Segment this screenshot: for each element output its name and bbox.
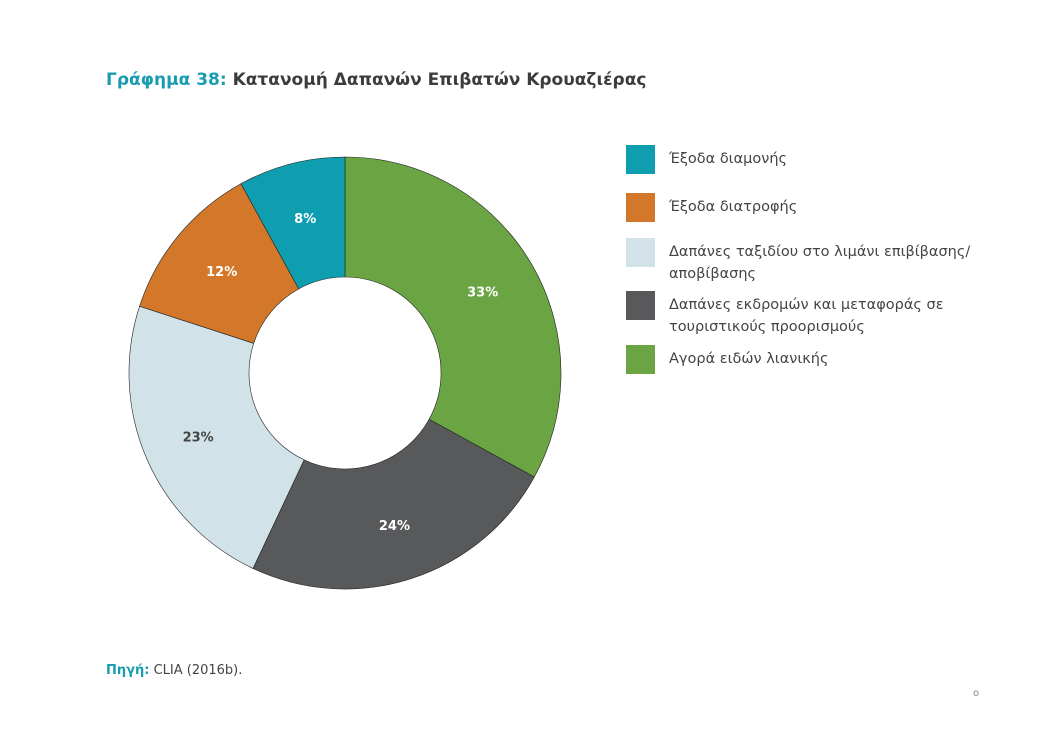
legend-label: Έξοδα διατροφής <box>669 199 798 215</box>
pie-slice-accommodation <box>240 156 346 290</box>
source-text: CLIA (2016b). <box>153 663 243 678</box>
legend-label: Δαπάνες εκδρομών και μεταφοράς σε τουρισ… <box>669 297 944 335</box>
legend-label: Έξοδα διαμονής <box>669 151 788 167</box>
source-prefix: Πηγή: <box>106 663 150 678</box>
pie-slice-food <box>139 183 300 344</box>
legend-swatch <box>626 238 655 267</box>
pie-slice-retail <box>344 156 562 478</box>
pie-slice-port-travel <box>128 305 305 569</box>
data-label-retail: 33% <box>467 286 498 301</box>
data-label-port-travel: 23% <box>183 431 214 446</box>
pie-slice-excursions <box>252 418 535 590</box>
legend-label: Δαπάνες ταξιδίου στο λιμάνι επιβίβασης/ … <box>669 244 971 282</box>
legend-swatch <box>626 291 655 320</box>
data-label-food: 12% <box>206 265 237 280</box>
source-note: Πηγή: CLIA (2016b). <box>106 663 242 678</box>
page-number: ο <box>973 688 980 699</box>
chart-title-text: Κατανομή Δαπανών Επιβατών Κρουαζιέρας <box>232 70 647 90</box>
legend-label: Αγορά ειδών λιανικής <box>669 351 829 367</box>
data-label-excursions: 24% <box>379 519 410 534</box>
chart-title: Γράφημα 38: Κατανομή Δαπανών Επιβατών Κρ… <box>106 70 646 90</box>
legend-swatch <box>626 345 655 374</box>
chart-title-prefix: Γράφημα 38: <box>106 70 227 90</box>
data-label-accommodation: 8% <box>294 212 316 227</box>
legend-swatch <box>626 193 655 222</box>
legend-swatch <box>626 145 655 174</box>
